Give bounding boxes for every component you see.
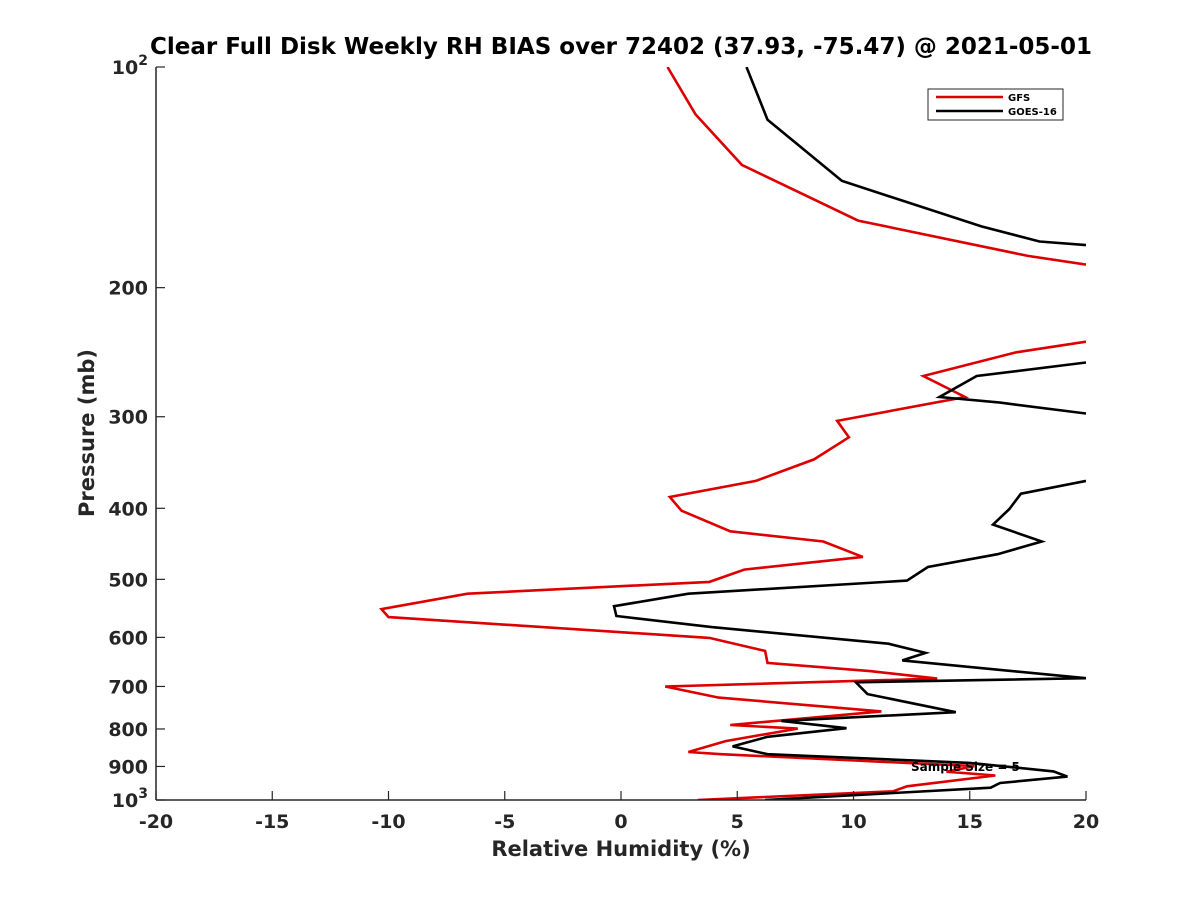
series-line-gfs-segment-0 xyxy=(666,67,1086,266)
x-axis-label: Relative Humidity (%) xyxy=(491,837,750,861)
y-tick-label: 500 xyxy=(108,569,148,591)
x-tick-label: 15 xyxy=(957,811,983,833)
y-tick-label: 400 xyxy=(108,498,148,520)
plot-area xyxy=(156,67,1086,800)
series-line-gfs-segment-1 xyxy=(379,340,1086,800)
y-tick-label: 200 xyxy=(108,278,148,300)
x-tick-label: 10 xyxy=(840,811,866,833)
x-tick-label: -5 xyxy=(494,811,515,833)
series-line-goes16-segment-2 xyxy=(612,479,1086,800)
series-layer xyxy=(379,67,1086,800)
legend-box xyxy=(927,88,1064,121)
series-line-goes16-segment-0 xyxy=(745,67,1086,247)
legend: GFS GOES-16 xyxy=(927,88,1064,121)
legend-label-goes16: GOES-16 xyxy=(1008,107,1057,118)
y-tick-label: 600 xyxy=(108,627,148,649)
y-axis-label: Pressure (mb) xyxy=(75,349,99,517)
x-tick-label: 5 xyxy=(731,811,744,833)
y-tick-label: 800 xyxy=(108,719,148,741)
x-tick-label: 0 xyxy=(614,811,627,833)
sample-size-annotation: Sample Size = 5 xyxy=(911,760,1020,774)
x-ticks: -20 -15 -10 -5 0 5 10 15 20 xyxy=(139,791,1099,833)
series-line-goes16-segment-1 xyxy=(935,361,1086,415)
legend-label-gfs: GFS xyxy=(1008,93,1030,104)
x-tick-label: 20 xyxy=(1073,811,1099,833)
x-tick-label: -10 xyxy=(371,811,405,833)
y-tick-label: 300 xyxy=(108,407,148,429)
y-tick-label: 900 xyxy=(108,756,148,778)
x-tick-label: -20 xyxy=(139,811,173,833)
chart-title: Clear Full Disk Weekly RH BIAS over 7240… xyxy=(150,34,1092,60)
y-tick-label: 102 xyxy=(112,53,148,79)
y-tick-label: 700 xyxy=(108,676,148,698)
y-ticks: 102 200 300 400 500 600 700 800 900 103 xyxy=(108,53,165,812)
x-tick-label: -15 xyxy=(255,811,289,833)
y-tick-label: 103 xyxy=(112,786,148,812)
